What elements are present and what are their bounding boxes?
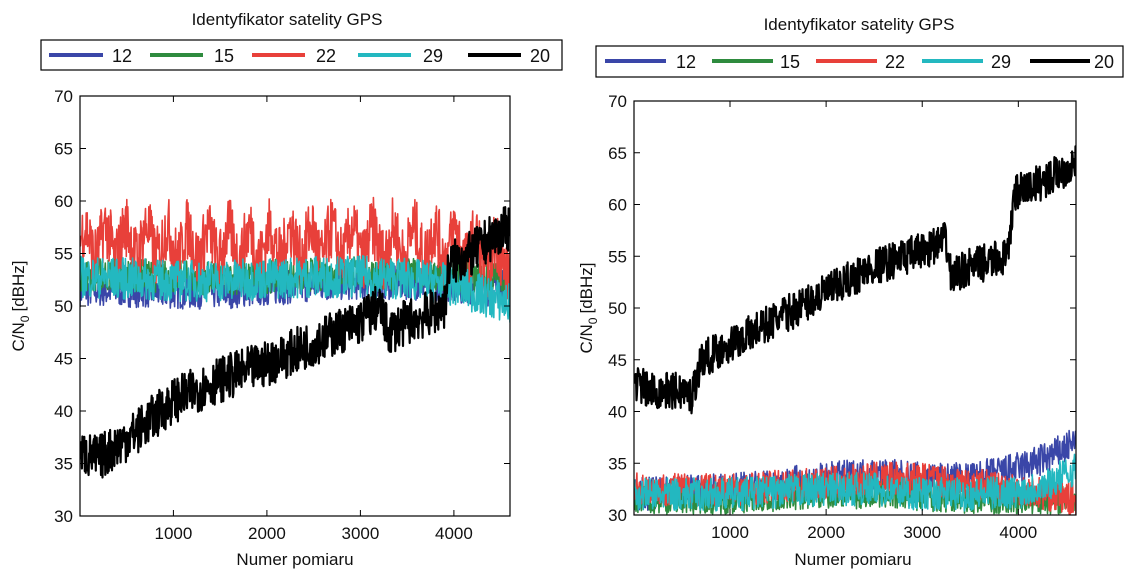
y-tick-label: 55 [54, 245, 73, 264]
y-axis-label-left: C/N0 [dBHz] [9, 261, 32, 352]
legend: 12 15 22 29 20 [40, 39, 563, 71]
y-tick-label: 45 [54, 350, 73, 369]
legend-item-15: 15 [712, 52, 800, 72]
x-tick-label: 4000 [999, 523, 1037, 542]
legend: 12 15 22 29 20 [595, 45, 1124, 78]
legend-label-20: 20 [530, 46, 550, 66]
legend-item-20: 20 [468, 46, 550, 66]
plot-area-right [633, 100, 1077, 516]
axis-ticks-left: 30 35 40 45 50 55 60 65 70 1000 2000 3000 4000 [54, 87, 510, 543]
y-tick-label: 60 [54, 192, 73, 211]
y-tick-label: 30 [54, 507, 73, 526]
plot-lines-right [634, 145, 1076, 515]
x-tick-label: 4000 [435, 524, 473, 543]
legend-label-15: 15 [214, 46, 234, 66]
x-tick-label: 2000 [807, 523, 845, 542]
legend-item-29: 29 [922, 52, 1011, 72]
y-tick-label: 40 [608, 403, 627, 422]
y-tick-label: 70 [608, 92, 627, 111]
x-axis-label-left: Numer pomiaru [236, 550, 353, 569]
series-line-22 [80, 196, 510, 300]
legend-label-20: 20 [1094, 52, 1114, 72]
series-line-20 [634, 145, 1076, 415]
y-tick-label: 50 [608, 299, 627, 318]
y-label-sub: 0 [18, 315, 32, 322]
y-label-main: C/N [9, 322, 28, 351]
y-label-unit: [dBHz] [9, 261, 28, 312]
y-tick-label: 35 [54, 455, 73, 474]
legend-item-12: 12 [605, 52, 696, 72]
legend-item-12: 12 [49, 46, 132, 66]
y-tick-label: 65 [54, 140, 73, 159]
legend-label-12: 12 [112, 46, 132, 66]
x-axis-label-right: Numer pomiaru [794, 550, 911, 569]
legend-label-29: 29 [423, 46, 443, 66]
y-label-main: C/N [577, 324, 596, 353]
y-label-unit: [dBHz] [577, 263, 596, 314]
x-tick-label: 3000 [341, 524, 379, 543]
legend-item-22: 22 [252, 46, 336, 66]
y-tick-label: 65 [608, 144, 627, 163]
y-tick-label: 50 [54, 297, 73, 316]
y-tick-label: 55 [608, 247, 627, 266]
series-line-29 [80, 255, 510, 323]
y-tick-label: 30 [608, 506, 627, 525]
legend-item-15: 15 [150, 46, 234, 66]
x-tick-label: 3000 [903, 523, 941, 542]
chart-right: Identyfikator satelity GPS 12 15 22 29 [577, 15, 1124, 569]
plot-lines-left [80, 196, 510, 479]
legend-item-20: 20 [1030, 52, 1114, 72]
legend-item-22: 22 [816, 52, 905, 72]
legend-label-15: 15 [780, 52, 800, 72]
axis-ticks-right: 30 35 40 45 50 55 60 65 70 1000 2000 3000 4000 [608, 92, 1076, 542]
legend-title: Identyfikator satelity GPS [764, 15, 955, 34]
y-tick-label: 40 [54, 402, 73, 421]
x-tick-label: 1000 [711, 523, 749, 542]
legend-title: Identyfikator satelity GPS [192, 10, 383, 29]
y-axis-label-right: C/N0 [dBHz] [577, 263, 600, 354]
y-tick-label: 45 [608, 351, 627, 370]
x-tick-label: 1000 [154, 524, 192, 543]
y-label-sub: 0 [586, 317, 600, 324]
y-tick-label: 70 [54, 87, 73, 106]
series-line-29 [634, 453, 1076, 512]
chart-left: Identyfikator satelity GPS 12 15 22 29 [9, 10, 563, 569]
y-tick-label: 60 [608, 196, 627, 215]
legend-label-12: 12 [676, 52, 696, 72]
legend-label-29: 29 [991, 52, 1011, 72]
legend-label-22: 22 [316, 46, 336, 66]
series-line-20 [80, 206, 510, 479]
y-tick-label: 35 [608, 454, 627, 473]
x-tick-label: 2000 [248, 524, 286, 543]
legend-item-29: 29 [358, 46, 443, 66]
legend-label-22: 22 [885, 52, 905, 72]
